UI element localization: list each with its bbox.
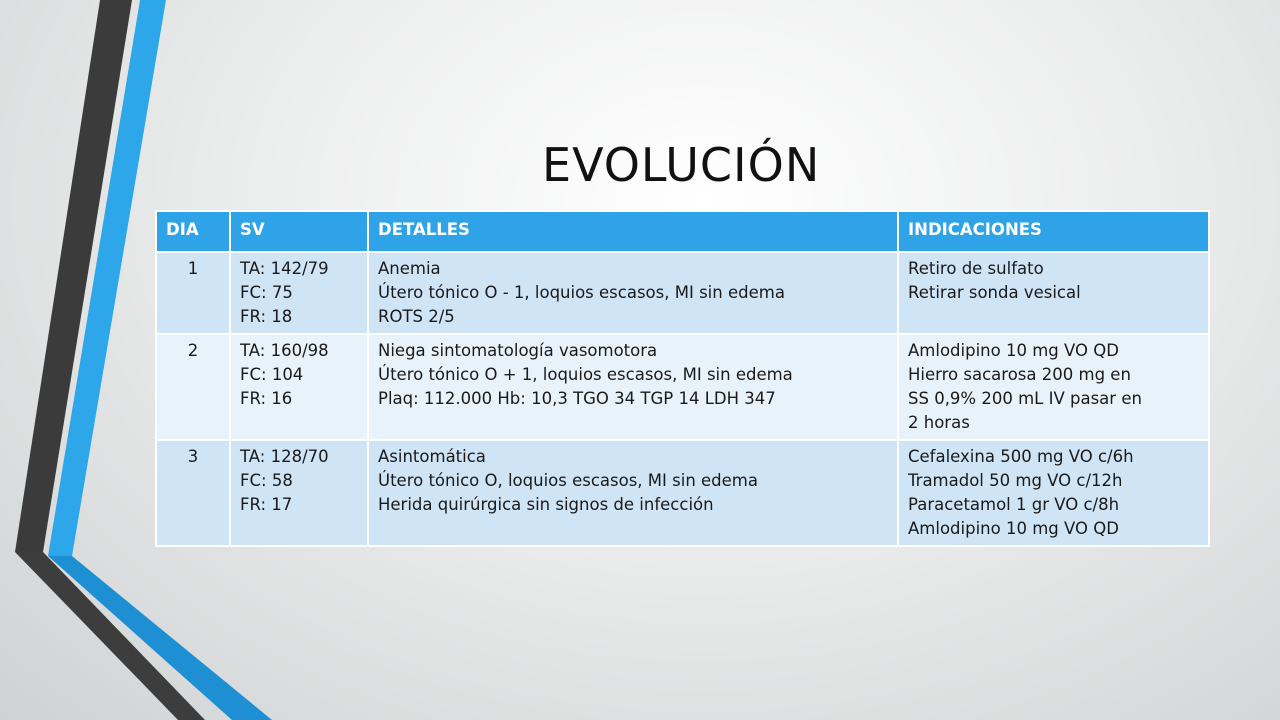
detalles-line: Plaq: 112.000 Hb: 10,3 TGO 34 TGP 14 LDH… xyxy=(378,389,776,408)
sv-line: TA: 160/98 xyxy=(240,341,329,360)
detalles-line: Útero tónico O - 1, loquios escasos, MI … xyxy=(378,283,785,302)
sv-line: FC: 58 xyxy=(240,471,293,490)
indicaciones-line: Amlodipino 10 mg VO QD xyxy=(908,519,1119,538)
indicaciones-line: Paracetamol 1 gr VO c/8h xyxy=(908,495,1120,514)
blue-stripe-lower xyxy=(48,556,272,720)
cell-detalles: Anemia Útero tónico O - 1, loquios escas… xyxy=(367,251,899,335)
cell-indicaciones: Retiro de sulfato Retirar sonda vesical xyxy=(897,251,1210,335)
indicaciones-line: 2 horas xyxy=(908,413,970,432)
sv-line: FR: 16 xyxy=(240,389,293,408)
detalles-line: Útero tónico O + 1, loquios escasos, MI … xyxy=(378,365,793,384)
detalles-line: Anemia xyxy=(378,259,441,278)
table-row: 2 TA: 160/98 FC: 104 FR: 16 Niega sintom… xyxy=(155,333,1210,441)
indicaciones-line: Amlodipino 10 mg VO QD xyxy=(908,341,1119,360)
sv-line: TA: 128/70 xyxy=(240,447,329,466)
indicaciones-line: Retirar sonda vesical xyxy=(908,283,1081,302)
cell-dia: 1 xyxy=(155,251,231,335)
header-detalles: DETALLES xyxy=(367,210,899,253)
table-header-row: DIA SV DETALLES INDICACIONES xyxy=(155,210,1210,253)
sv-line: FR: 18 xyxy=(240,307,293,326)
cell-indicaciones: Cefalexina 500 mg VO c/6h Tramadol 50 mg… xyxy=(897,439,1210,547)
indicaciones-line: Retiro de sulfato xyxy=(908,259,1044,278)
evolution-table: DIA SV DETALLES INDICACIONES 1 TA: 142/7… xyxy=(155,210,1210,547)
indicaciones-line: Tramadol 50 mg VO c/12h xyxy=(908,471,1123,490)
sv-line: TA: 142/79 xyxy=(240,259,329,278)
cell-sv: TA: 142/79 FC: 75 FR: 18 xyxy=(229,251,369,335)
sv-line: FC: 75 xyxy=(240,283,293,302)
cell-sv: TA: 128/70 FC: 58 FR: 17 xyxy=(229,439,369,547)
detalles-line: Asintomática xyxy=(378,447,486,466)
detalles-line: Niega sintomatología vasomotora xyxy=(378,341,658,360)
cell-dia: 3 xyxy=(155,439,231,547)
blue-stripe-upper xyxy=(48,0,166,556)
table-row: 3 TA: 128/70 FC: 58 FR: 17 Asintomática … xyxy=(155,439,1210,547)
header-sv: SV xyxy=(229,210,369,253)
header-indicaciones: INDICACIONES xyxy=(897,210,1210,253)
cell-dia: 2 xyxy=(155,333,231,441)
cell-detalles: Asintomática Útero tónico O, loquios esc… xyxy=(367,439,899,547)
header-dia: DIA xyxy=(155,210,231,253)
indicaciones-line: Hierro sacarosa 200 mg en xyxy=(908,365,1131,384)
sv-line: FR: 17 xyxy=(240,495,293,514)
indicaciones-line: Cefalexina 500 mg VO c/6h xyxy=(908,447,1134,466)
indicaciones-line: SS 0,9% 200 mL IV pasar en xyxy=(908,389,1142,408)
cell-indicaciones: Amlodipino 10 mg VO QD Hierro sacarosa 2… xyxy=(897,333,1210,441)
cell-sv: TA: 160/98 FC: 104 FR: 16 xyxy=(229,333,369,441)
detalles-line: Útero tónico O, loquios escasos, MI sin … xyxy=(378,471,758,490)
detalles-line: Herida quirúrgica sin signos de infecció… xyxy=(378,495,714,514)
detalles-line: ROTS 2/5 xyxy=(378,307,455,326)
dark-stripe-upper xyxy=(15,0,132,552)
dark-stripe-lower xyxy=(15,552,205,720)
decorative-stripes xyxy=(15,0,272,720)
sv-line: FC: 104 xyxy=(240,365,304,384)
cell-detalles: Niega sintomatología vasomotora Útero tó… xyxy=(367,333,899,441)
table-row: 1 TA: 142/79 FC: 75 FR: 18 Anemia Útero … xyxy=(155,251,1210,335)
slide-title: EVOLUCIÓN xyxy=(542,138,821,192)
